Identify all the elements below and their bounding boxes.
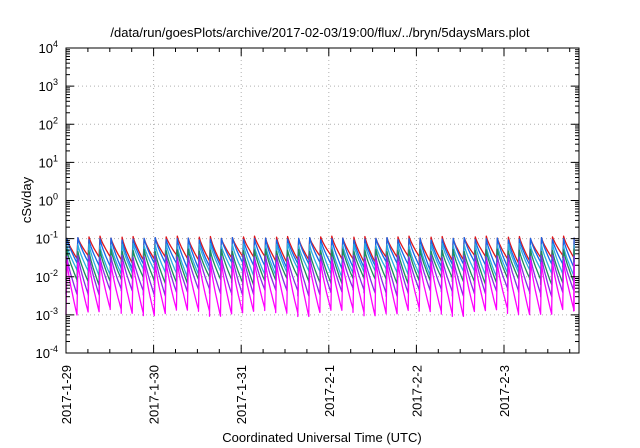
y-tick-label: 104 — [39, 39, 58, 56]
y-tick-exponent: -4 — [50, 344, 58, 354]
y-tick-base: 10 — [39, 194, 53, 209]
y-tick-exponent: 2 — [53, 115, 58, 125]
y-tick-base: 10 — [36, 346, 50, 361]
y-tick-base: 10 — [36, 270, 50, 285]
y-tick-base: 10 — [39, 117, 53, 132]
y-axis-label: cSv/day — [19, 176, 34, 223]
x-tick-label: 2017-1-30 — [147, 365, 162, 424]
y-tick-base: 10 — [39, 79, 53, 94]
y-tick-exponent: -3 — [50, 306, 58, 316]
x-tick-label: 2017-1-31 — [234, 365, 249, 424]
y-tick-label: 100 — [39, 192, 58, 209]
y-tick-exponent: 3 — [53, 77, 58, 87]
y-tick-label: 10-4 — [36, 344, 58, 361]
y-tick-label: 103 — [39, 77, 58, 94]
y-tick-exponent: -1 — [50, 230, 58, 240]
y-tick-label: 10-2 — [36, 268, 58, 285]
series-line — [65, 237, 575, 271]
series-line — [65, 260, 575, 318]
x-ticks: 2017-1-29 2017-1-30 2017-1-31 2017-2-1 2017-… — [59, 48, 571, 424]
series-group — [65, 235, 575, 318]
series-line — [65, 248, 575, 287]
series-line — [65, 254, 575, 298]
y-tick-base: 10 — [36, 308, 50, 323]
x-tick-label: 2017-2-3 — [497, 365, 512, 417]
y-tick-label: 102 — [39, 115, 58, 132]
y-tick-base: 10 — [39, 155, 53, 170]
y-tick-label: 10-1 — [36, 230, 58, 247]
y-tick-base: 10 — [36, 232, 50, 247]
y-tick-label: 101 — [39, 153, 58, 170]
y-tick-exponent: -2 — [50, 268, 58, 278]
y-tick-exponent: 0 — [53, 192, 58, 202]
y-tick-label: 10-3 — [36, 306, 58, 323]
x-tick-label: 2017-2-2 — [409, 365, 424, 417]
x-axis-label: Coordinated Universal Time (UTC) — [222, 430, 421, 445]
y-tick-exponent: 4 — [53, 39, 58, 49]
y-tick-base: 10 — [39, 41, 53, 56]
x-tick-label: 2017-2-1 — [322, 365, 337, 417]
x-tick-label: 2017-1-29 — [59, 365, 74, 424]
y-tick-exponent: 1 — [53, 153, 58, 163]
chart-title: /data/run/goesPlots/archive/2017-02-03/1… — [110, 25, 530, 40]
